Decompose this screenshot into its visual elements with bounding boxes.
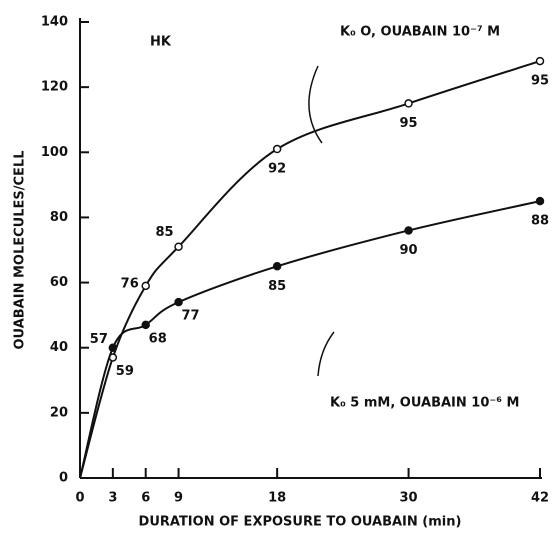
x-tick-label: 0: [75, 491, 84, 506]
data-point: [108, 343, 118, 352]
leader-line: [317, 331, 335, 377]
y-tick-label: 80: [50, 210, 68, 225]
leader-line: [308, 65, 323, 144]
y-tick-label: 60: [50, 275, 68, 290]
x-tick-label: 6: [141, 491, 150, 506]
y-tick-label: 40: [50, 340, 68, 355]
x-tick-label: 30: [400, 491, 418, 506]
point-note: 59: [116, 364, 134, 379]
data-point: [174, 242, 183, 251]
point-note: 68: [149, 331, 167, 346]
data-point: [535, 56, 545, 66]
x-axis-title: DURATION OF EXPOSURE TO OUABAIN (min): [139, 515, 462, 530]
data-point: [404, 226, 413, 235]
y-tick-label: 20: [50, 405, 68, 420]
data-point: [141, 281, 150, 291]
data-point: [404, 99, 413, 108]
series-line: [79, 60, 541, 479]
point-note: 76: [121, 276, 139, 291]
series-label: K₀ O, OUABAIN 10⁻⁷ M: [340, 25, 500, 40]
point-note: 95: [400, 116, 418, 131]
y-tick-label: 140: [41, 15, 68, 30]
y-tick-label: 0: [59, 471, 68, 486]
data-point: [535, 196, 545, 206]
point-note: 85: [268, 279, 286, 294]
point-note: 57: [90, 332, 108, 347]
point-note: 95: [531, 74, 549, 89]
data-point: [272, 144, 282, 154]
x-tick-label: 18: [268, 491, 286, 506]
y-tick-label: 120: [41, 80, 68, 95]
x-tick-label: 9: [174, 491, 183, 506]
point-note: 88: [531, 214, 549, 229]
series-label: K₀ 5 mM, OUABAIN 10⁻⁶ M: [330, 396, 519, 411]
x-tick-label: 3: [108, 491, 117, 506]
point-note: 85: [156, 225, 174, 240]
point-note: 77: [182, 309, 200, 324]
data-point: [272, 262, 282, 271]
point-note: 90: [400, 243, 418, 258]
x-tick-label: 42: [531, 491, 549, 506]
data-point: [174, 297, 183, 307]
point-note: 92: [268, 162, 286, 177]
y-axis-title: OUABAIN MOLECULES/CELL: [13, 151, 28, 350]
annotation: HK: [150, 35, 172, 50]
y-tick-label: 100: [41, 145, 68, 160]
data-point: [141, 320, 150, 330]
